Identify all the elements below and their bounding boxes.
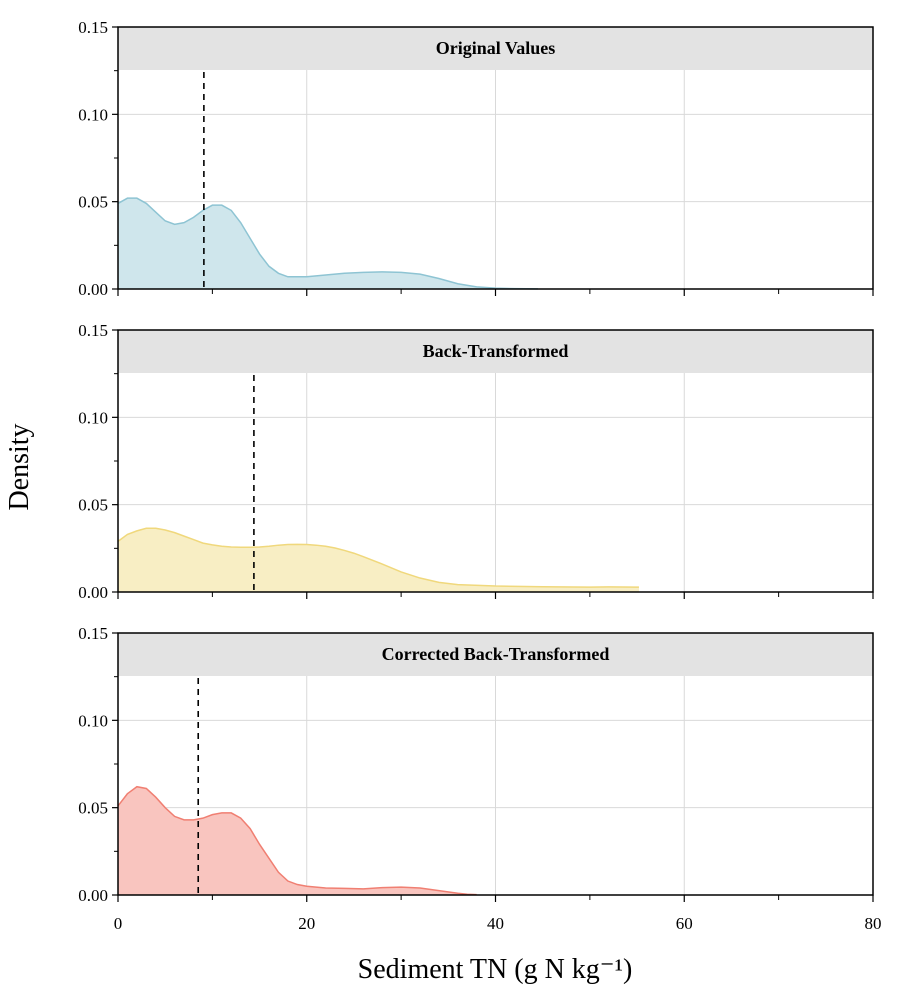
- x-axis: 0 20 40 60 80: [114, 914, 882, 933]
- chart-panels: Original Values0.000.050.100.15Back-Tran…: [78, 18, 874, 905]
- strip-background: [118, 633, 873, 676]
- x-tick-label: 60: [676, 914, 693, 933]
- density-area: [118, 786, 477, 895]
- y-tick-label: 0.10: [78, 711, 108, 730]
- y-axis-title: Density: [4, 423, 35, 510]
- panel-2: Back-Transformed 0.00 0.05 0.10 0.15: [78, 321, 874, 602]
- y-tick-label: 0.00: [78, 280, 108, 299]
- y-tick-label: 0.05: [78, 496, 108, 515]
- y-tick-label: 0.10: [78, 408, 108, 427]
- density-line: [117, 527, 639, 588]
- y-tick-label: 0.05: [78, 193, 108, 212]
- panel-1: Original Values 0.00 0.05 0.10 0.15: [78, 18, 874, 299]
- y-tick-label: 0.15: [78, 18, 108, 37]
- x-tick-label: 40: [487, 914, 504, 933]
- x-tick-label: 80: [865, 914, 882, 933]
- strip-label: Original Values: [436, 38, 556, 58]
- density-area: [118, 528, 639, 592]
- y-tick-label: 0.15: [78, 624, 108, 643]
- x-tick-label: 20: [298, 914, 315, 933]
- strip-label: Corrected Back-Transformed: [382, 644, 610, 664]
- y-tick-label: 0.10: [78, 105, 108, 124]
- strip-label: Back-Transformed: [423, 341, 569, 361]
- strip-background: [118, 27, 873, 70]
- y-tick-label: 0.00: [78, 886, 108, 905]
- density-line: [117, 785, 477, 896]
- y-tick-label: 0.15: [78, 321, 108, 340]
- x-axis-title: Sediment TN (g N kg⁻¹): [358, 954, 633, 985]
- y-tick-label: 0.00: [78, 583, 108, 602]
- strip-background: [118, 330, 873, 373]
- x-tick-label: 0: [114, 914, 123, 933]
- panel-3: Corrected Back-Transformed 0.00 0.05 0.10 0.…: [78, 624, 874, 905]
- density-area: [118, 198, 538, 289]
- density-line: [117, 197, 538, 290]
- y-tick-label: 0.05: [78, 799, 108, 818]
